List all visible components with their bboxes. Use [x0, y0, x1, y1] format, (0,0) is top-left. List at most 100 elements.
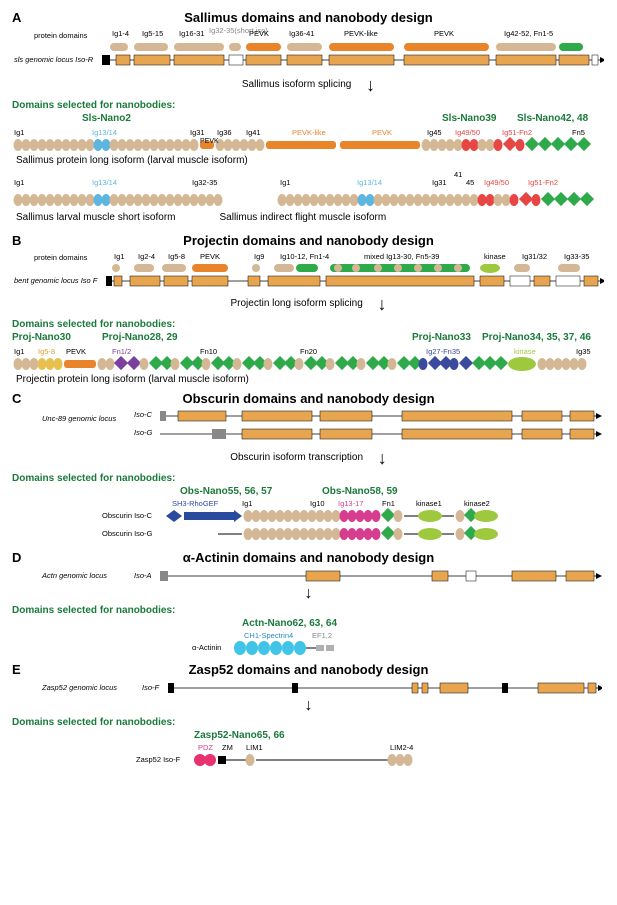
b-ig1: Ig1: [114, 252, 124, 261]
tag-45: 45: [466, 178, 474, 187]
tag-ig36-long: Ig36: [217, 128, 232, 137]
tag-ig31-flight: Ig31: [432, 178, 447, 187]
panel-letter-a: A: [12, 10, 21, 25]
domains-selected-a: Domains selected for nanobodies:: [12, 100, 605, 111]
panel-letter-c: C: [12, 391, 21, 406]
actinin-label: α-Actinin: [192, 643, 221, 652]
tag-41: 41: [454, 170, 462, 179]
obs-g-track: [162, 526, 617, 542]
obs-nano55: Obs-Nano55, 56, 57: [180, 486, 272, 497]
b-ig3132: Ig31/32: [522, 252, 547, 261]
tag-ig3641: Ig36-41: [289, 29, 314, 38]
bt-fn20: Fn20: [300, 347, 317, 356]
sls-short-flight-tracks: [12, 192, 597, 208]
bt-ig35: Ig35: [576, 347, 591, 356]
splice-text-a: Sallimus isoform splicing ↓: [12, 75, 605, 96]
actn-locus: [42, 569, 602, 583]
tag-pevklike: PEVK-like: [344, 29, 378, 38]
panel-a-title: Sallimus domains and nanobody design: [12, 10, 605, 25]
actn-nano62: Actn-Nano62, 63, 64: [242, 618, 337, 629]
tag-ig51fn2-long: Ig51-Fn2: [502, 128, 532, 137]
b-mixed: mixed Ig13-30, Fn5-39: [364, 252, 439, 261]
obs-nano58: Obs-Nano58, 59: [322, 486, 398, 497]
tag-ig1-flight: Ig1: [280, 178, 290, 187]
dt-ef: EF1,2: [312, 631, 332, 640]
sls-nano2-label: Sls-Nano2: [82, 113, 131, 124]
ct-ig1317: Ig13-17: [338, 499, 363, 508]
bt-fn12: Fn1/2: [112, 347, 131, 356]
unc89-locus: [42, 410, 602, 444]
sls-nano42-label: Sls-Nano42, 48: [517, 113, 588, 124]
tag-ig4252: Ig42-52, Fn1-5: [504, 29, 553, 38]
ct-ig10: Ig10: [310, 499, 325, 508]
arrow-d: ↓: [12, 587, 605, 601]
b-ig3335: Ig33-35: [564, 252, 589, 261]
b-kinase: kinase: [484, 252, 506, 261]
bt-pevk: PEVK: [66, 347, 86, 356]
sls-nano39-label: Sls-Nano39: [442, 113, 496, 124]
tag-ig1631: Ig16-31: [179, 29, 204, 38]
et-lim24: LIM2-4: [390, 743, 413, 752]
et-zm: ZM: [222, 743, 233, 752]
domains-selected-c: Domains selected for nanobodies:: [12, 473, 605, 484]
tag-pevk2: PEVK: [434, 29, 454, 38]
tag-ig51fn2-flight: Ig51-Fn2: [528, 178, 558, 187]
protein-domains-label: protein domains: [34, 31, 87, 40]
sls-flight-label: Sallimus indirect flight muscle isoform: [220, 212, 387, 223]
proj-nano33: Proj-Nano33: [412, 332, 471, 343]
bt-ig58: Ig5-8: [38, 347, 55, 356]
bt-ig27: Ig27-Fn35: [426, 347, 460, 356]
tag-ig1314-flight: Ig13/14: [357, 178, 382, 187]
tag-pevk: PEVK: [249, 29, 269, 38]
tag-ig515: Ig5-15: [142, 29, 163, 38]
tag-ig4950-flight: Ig49/50: [484, 178, 509, 187]
tag-pevk2-long: PEVK: [372, 128, 392, 137]
panel-a: A Sallimus domains and nanobody design p…: [12, 10, 605, 227]
tag-ig1314-long: Ig13/14: [92, 128, 117, 137]
bent-locus-track: [34, 274, 604, 288]
ct-k2: kinase2: [464, 499, 490, 508]
domains-selected-d: Domains selected for nanobodies:: [12, 605, 605, 616]
sls-short-label: Sallimus larval muscle short isoform: [16, 212, 176, 223]
b-ig58: Ig5-8: [168, 252, 185, 261]
b-ig1012: Ig10-12, Fn1-4: [280, 252, 329, 261]
actn-track: [232, 640, 432, 656]
proj-nano34: Proj-Nano34, 35, 37, 46: [482, 332, 591, 343]
tag-ig14: Ig1-4: [112, 29, 129, 38]
et-lim1: LIM1: [246, 743, 263, 752]
panel-letter-b: B: [12, 233, 21, 248]
bent-domain-bar: [34, 264, 604, 274]
sls-domain-bar: [34, 43, 604, 53]
tag-ig45-long: Ig45: [427, 128, 442, 137]
domains-selected-e: Domains selected for nanobodies:: [12, 717, 605, 728]
panel-e-title: Zasp52 domains and nanobody design: [12, 662, 605, 677]
panel-b-title: Projectin domains and nanobody design: [12, 233, 605, 248]
tag-ig4950-long: Ig49/50: [455, 128, 480, 137]
panel-c-title: Obscurin domains and nanobody design: [12, 391, 605, 406]
panel-letter-d: D: [12, 550, 21, 565]
b-pevk: PEVK: [200, 252, 220, 261]
ct-sh3: SH3-RhoGEF: [172, 499, 218, 508]
proj-isoform-label: Projectin protein long isoform (larval m…: [16, 374, 605, 385]
dt-ch1: CH1-Spectrin4: [244, 631, 293, 640]
bt-fn10: Fn10: [200, 347, 217, 356]
sls-locus-track: [34, 53, 604, 67]
zasp-nano65: Zasp52-Nano65, 66: [194, 730, 285, 741]
sls-long-isoform-track: [12, 137, 597, 153]
tag-ig1-long: Ig1: [14, 128, 24, 137]
panel-c: C Obscurin domains and nanobody design U…: [12, 391, 605, 544]
zasp-locus: [42, 681, 602, 695]
bt-kinase: kinase: [514, 347, 536, 356]
tag-ig31-long: Ig31: [190, 128, 205, 137]
panel-b: B Projectin domains and nanobody design …: [12, 233, 605, 385]
arrow-e: ↓: [12, 699, 605, 713]
obs-c-track: [162, 508, 617, 524]
tag-pevklike-long: PEVK-like: [292, 128, 326, 137]
tag-ig1-short: Ig1: [14, 178, 24, 187]
et-pdz: PDZ: [198, 743, 213, 752]
ct-ig1: Ig1: [242, 499, 252, 508]
panel-letter-e: E: [12, 662, 21, 677]
sls-long-isoform-label: Sallimus protein long isoform (larval mu…: [16, 155, 605, 166]
ct-k1: kinase1: [416, 499, 442, 508]
bt-ig1: Ig1: [14, 347, 24, 356]
